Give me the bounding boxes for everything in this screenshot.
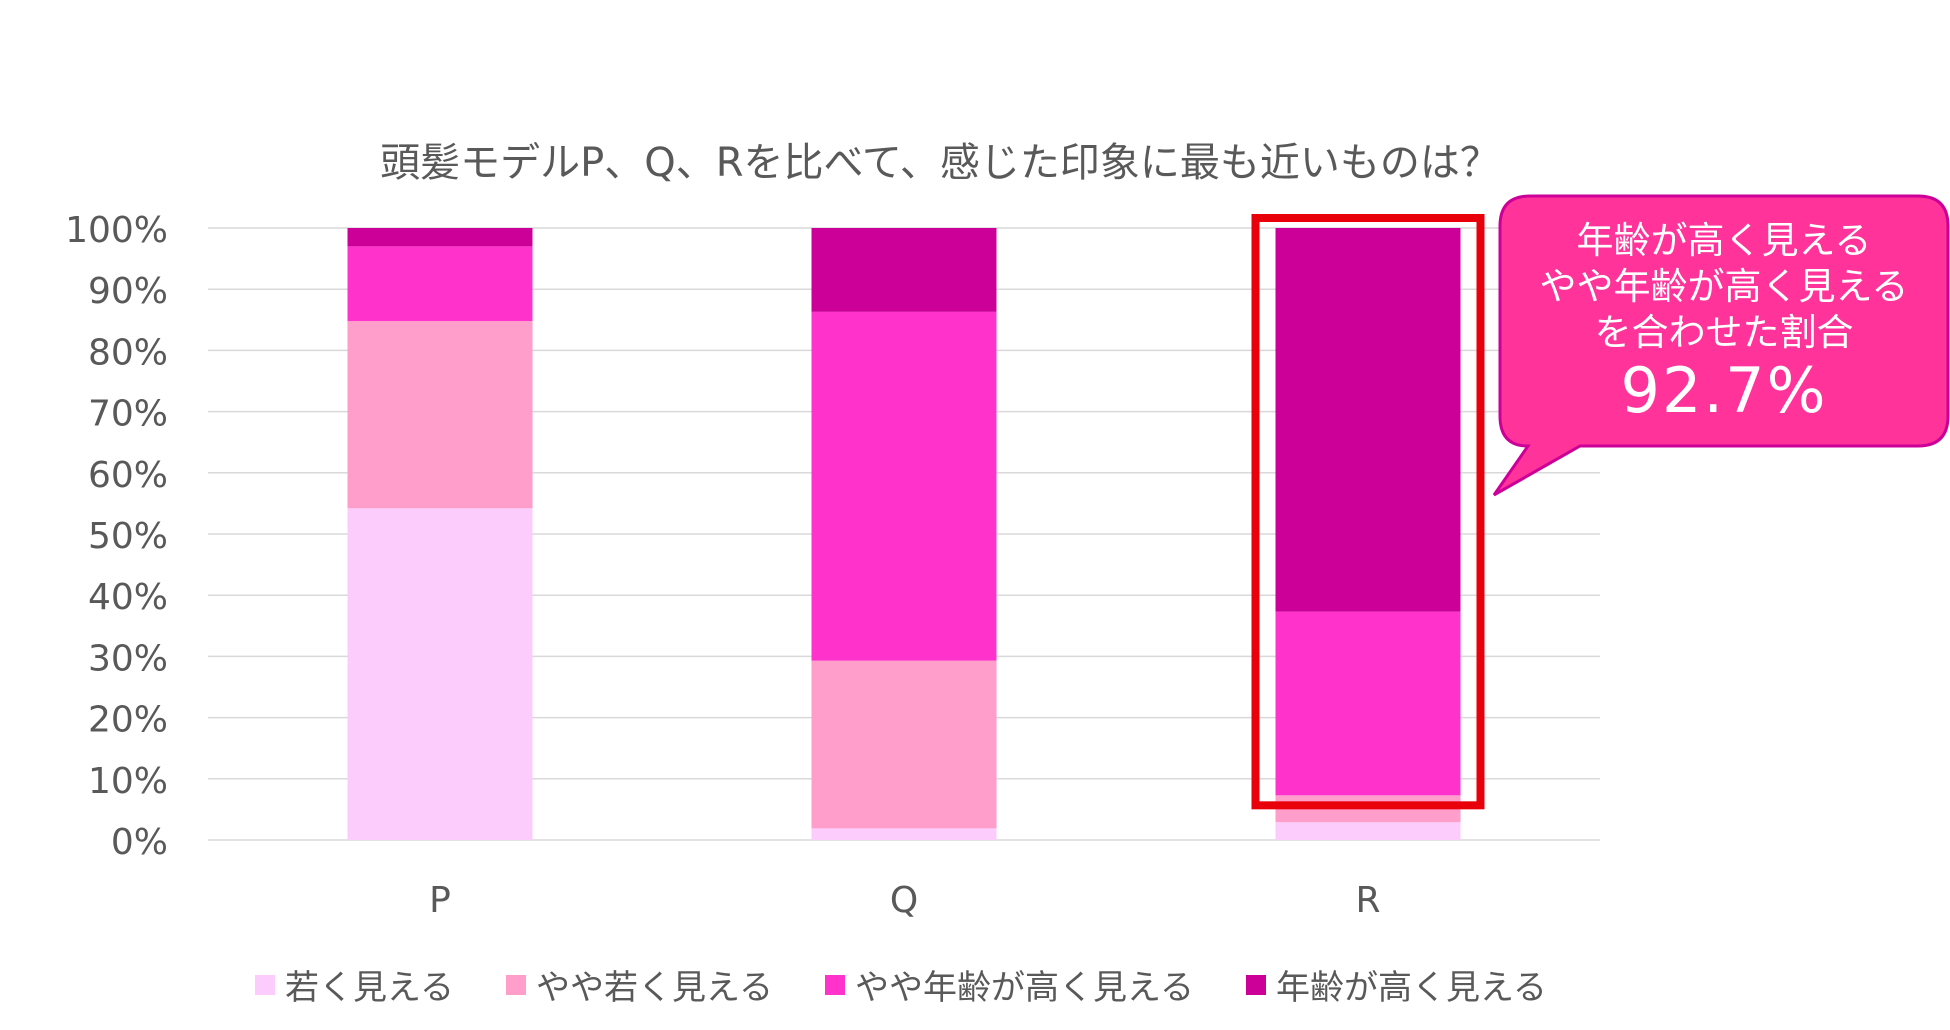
- chart-title: 頭髪モデルP、Q、Rを比べて、感じた印象に最も近いものは？: [380, 140, 1500, 186]
- bars: [347, 228, 1461, 840]
- y-tick-label: 30%: [88, 638, 168, 679]
- bar-segment: [811, 228, 997, 312]
- y-tick-label: 90%: [88, 271, 168, 312]
- y-tick-label: 60%: [88, 455, 168, 496]
- callout-shape: [1492, 194, 1950, 497]
- y-tick-label: 100%: [65, 210, 168, 251]
- legend-label: やや年齢が高く見える: [854, 968, 1194, 1008]
- legend: 若く見える やや若く見える やや年齢が高く見える 年齢が高く見える: [255, 960, 1599, 1009]
- bar-segment: [811, 311, 997, 661]
- callout-line-2: やや年齢が高く見える: [1539, 265, 1909, 308]
- legend-swatch: [505, 974, 526, 995]
- legend-swatch: [255, 974, 275, 995]
- y-tick-label: 40%: [88, 577, 168, 618]
- highlight-box: [1251, 214, 1485, 810]
- bar-segment: [1275, 822, 1461, 840]
- callout-value: 92.7%: [1620, 354, 1828, 427]
- x-axis-ticks: P Q R: [429, 880, 1380, 921]
- legend-label: 年齢が高く見える: [1275, 968, 1547, 1008]
- bar-segment: [347, 508, 533, 840]
- y-tick-label: 20%: [88, 700, 168, 741]
- legend-label: 若く見える: [285, 968, 454, 1008]
- y-tick-label: 70%: [88, 394, 168, 435]
- bar-segment: [347, 321, 533, 509]
- legend-label: やや若く見える: [535, 968, 773, 1008]
- y-tick-label: 80%: [88, 332, 168, 373]
- legend-swatch: [1245, 974, 1266, 995]
- bar-segment: [347, 246, 533, 322]
- legend-swatch: [824, 974, 845, 995]
- bar-segment: [347, 228, 533, 247]
- bar-segment: [811, 828, 997, 840]
- y-tick-label: 50%: [88, 516, 168, 557]
- x-tick-label: R: [1355, 880, 1380, 921]
- highlight-layer: [1251, 194, 1950, 810]
- callout-line-1: 年齢が高く見える: [1576, 219, 1872, 262]
- bar-segment: [1275, 228, 1461, 612]
- legend-item: やや若く見える: [505, 960, 773, 1009]
- legend-item: やや年齢が高く見える: [824, 960, 1194, 1009]
- legend-item: 若く見える: [255, 960, 454, 1009]
- y-tick-label: 0%: [111, 822, 168, 863]
- bar-segment: [1275, 611, 1461, 796]
- x-tick-label: P: [429, 880, 451, 921]
- x-tick-label: Q: [890, 880, 918, 921]
- bar-segment: [811, 660, 997, 829]
- callout-line-3: を合わせた割合: [1594, 311, 1854, 354]
- y-axis-ticks: 0% 10% 20% 30% 40% 50% 60% 70% 80% 90% 100%: [65, 210, 168, 863]
- callout-bubble: 年齢が高く見える やや年齢が高く見える を合わせた割合 92.7%: [1500, 196, 1948, 446]
- legend-item: 年齢が高く見える: [1245, 960, 1547, 1009]
- y-tick-label: 10%: [88, 761, 168, 802]
